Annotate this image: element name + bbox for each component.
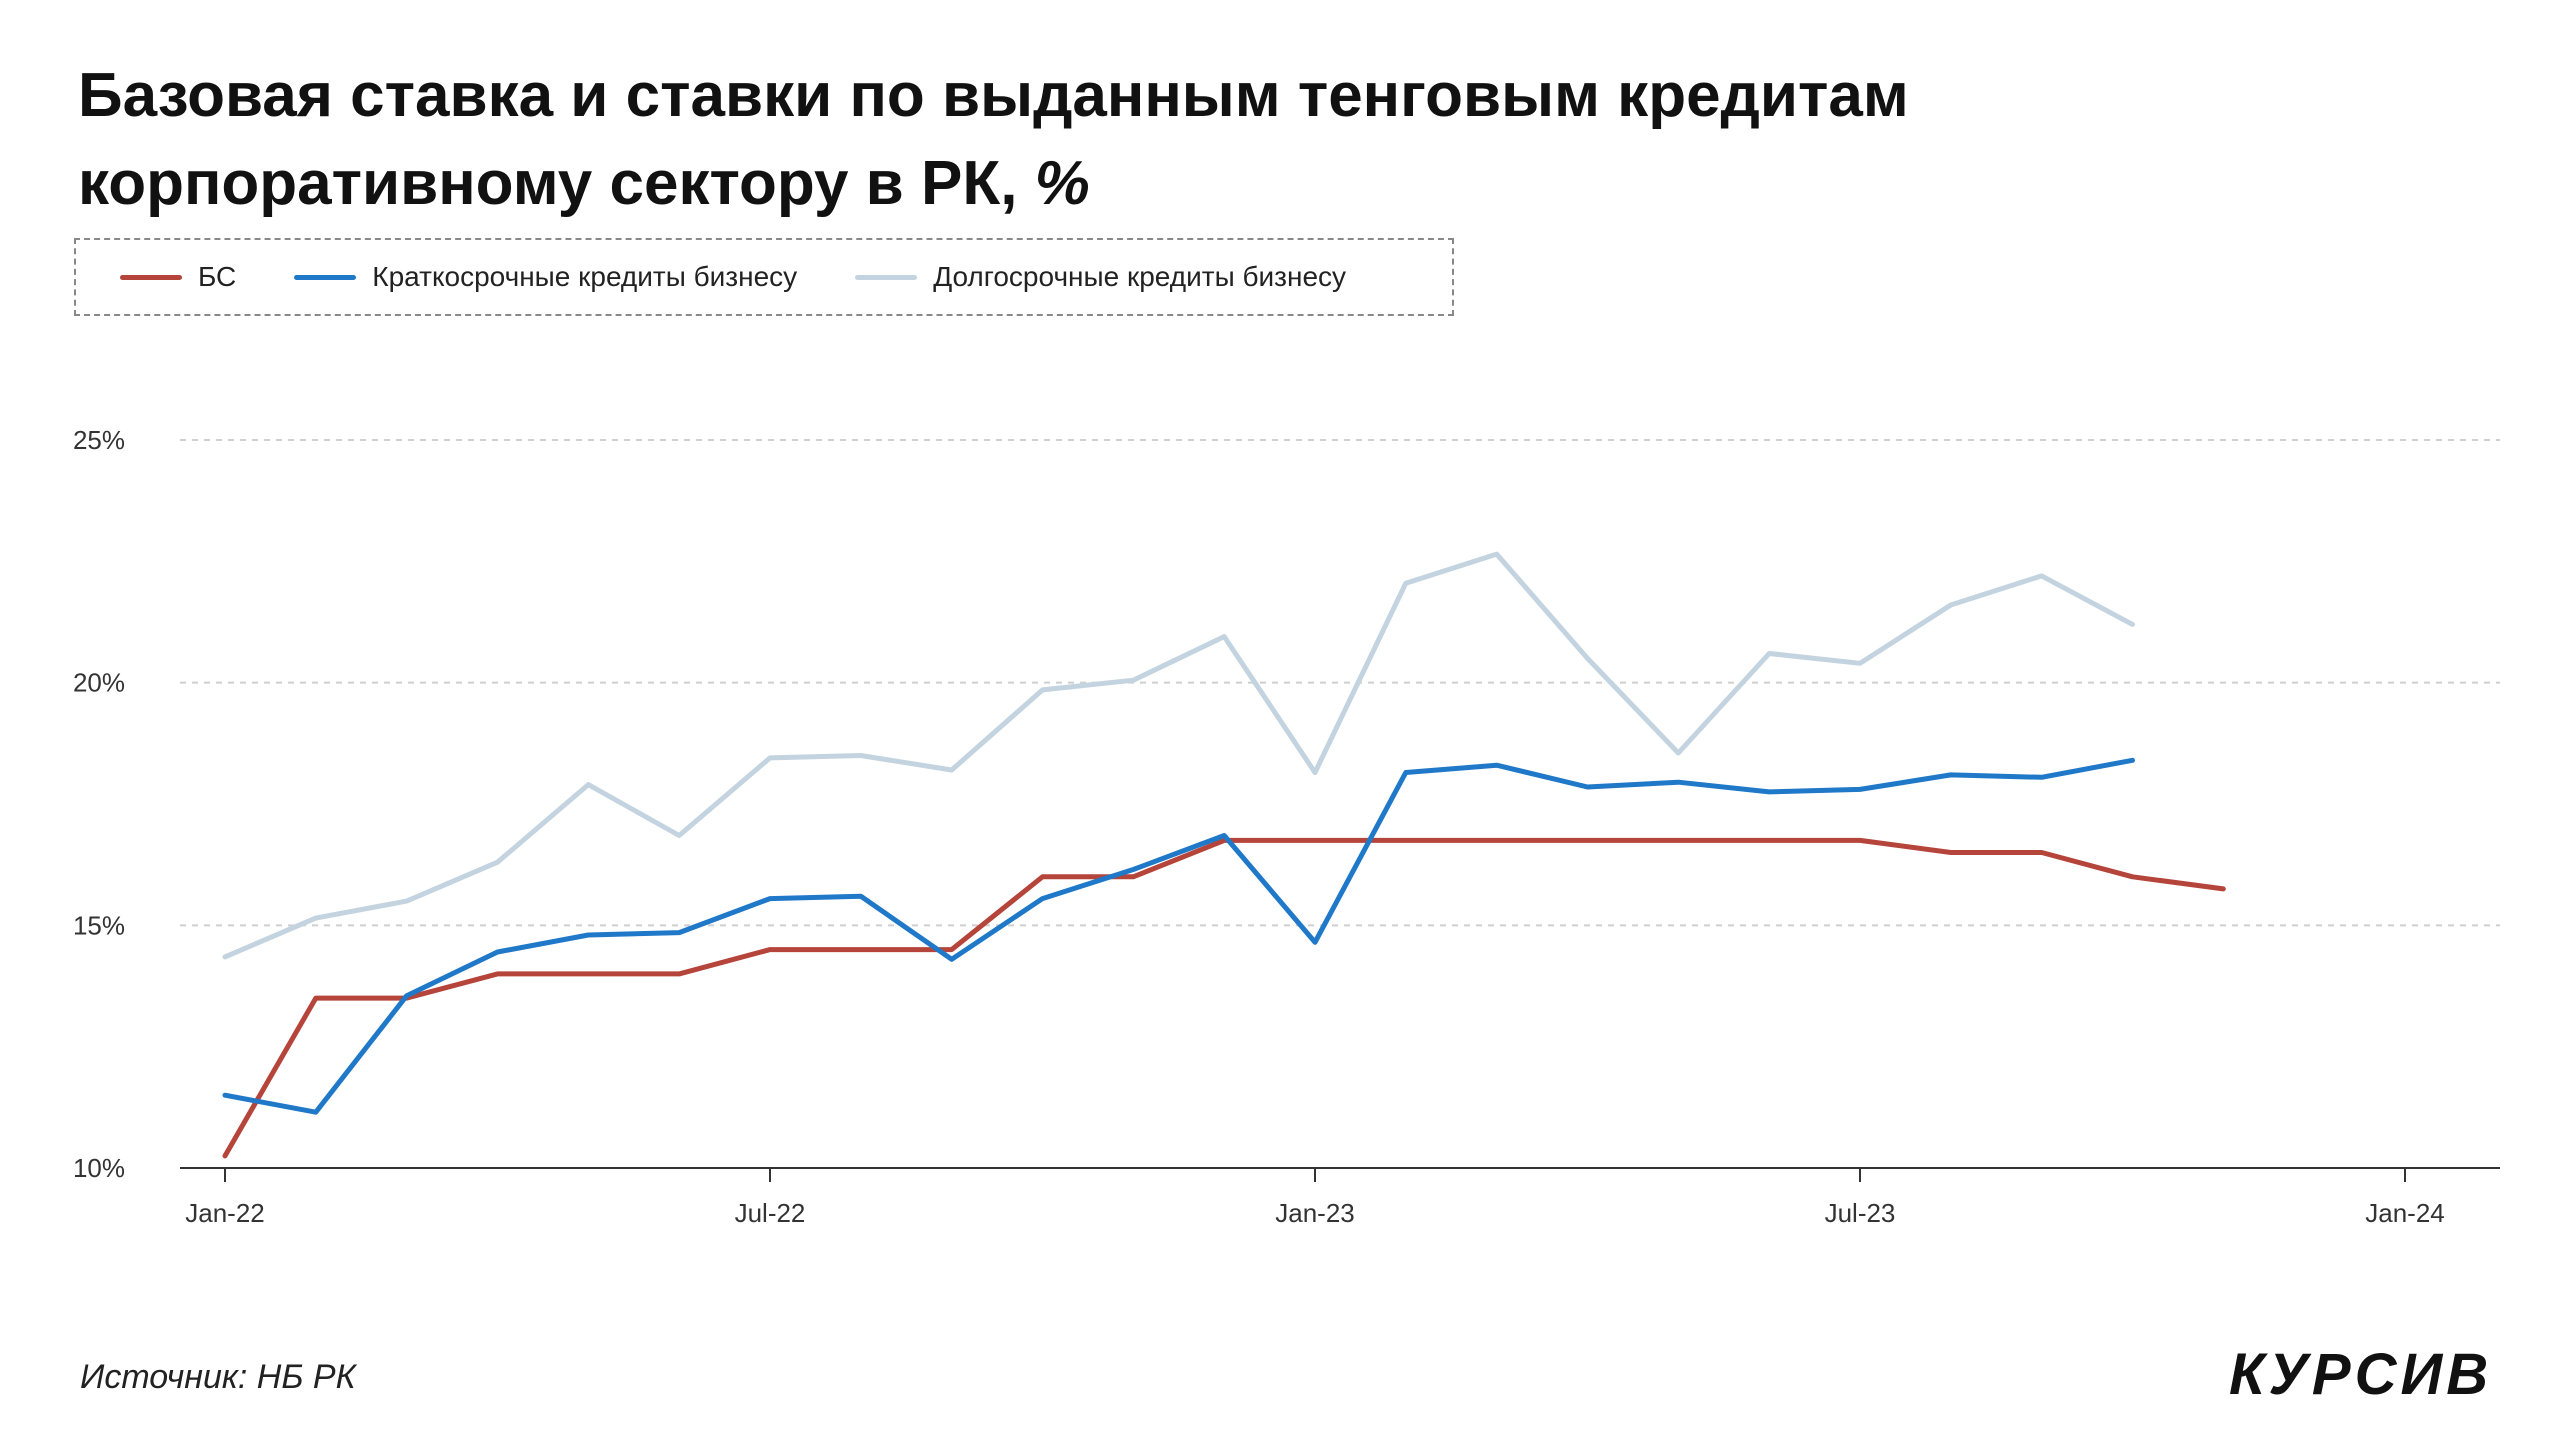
logo-text: КУРСИВ — [2229, 1342, 2492, 1402]
title-line-2: корпоративному сектору в РК, % — [78, 140, 2378, 228]
x-tick-label: Jan-22 — [185, 1198, 265, 1228]
x-tick-label: Jan-24 — [2365, 1198, 2445, 1228]
title-line-2-text: корпоративному сектору в РК, — [78, 149, 1018, 218]
legend-swatch — [294, 274, 357, 280]
chart-title: Базовая ставка и ставки по выданным тенг… — [78, 52, 2378, 228]
series-line-2 — [222, 757, 2135, 1115]
kursiv-logo: КУРСИВ — [2229, 1342, 2492, 1402]
legend-label: Краткосрочные кредиты бизнесу — [372, 261, 798, 292]
legend-swatch — [120, 274, 182, 280]
y-tick-label: 20% — [73, 668, 125, 698]
legend-item-2: Краткосрочные кредиты бизнесу — [294, 261, 797, 293]
series-lines — [222, 551, 2226, 1159]
legend-label: БС — [198, 261, 237, 292]
x-tick-label: Jan-23 — [1275, 1198, 1355, 1228]
y-tick-label: 25% — [73, 425, 125, 455]
y-tick-label: 10% — [73, 1153, 125, 1183]
chart-legend: БС Краткосрочные кредиты бизнесу Долгосроч… — [74, 238, 1454, 316]
x-tick-label: Jul-23 — [1825, 1198, 1896, 1228]
y-tick-label: 15% — [73, 910, 125, 940]
title-line-1: Базовая ставка и ставки по выданным тенг… — [78, 61, 1909, 130]
grid-lines — [180, 439, 2500, 927]
title-unit: % — [1034, 149, 1090, 218]
source-note: Источник: НБ РК — [80, 1358, 356, 1396]
legend-item-3: Долгосрочные кредиты бизнесу — [855, 261, 1346, 293]
x-tick-label: Jul-22 — [735, 1198, 806, 1228]
y-axis-ticks: 10% 15% 20% 25% — [73, 425, 125, 1183]
series-line-1 — [222, 837, 2226, 1159]
legend-label: Долгосрочные кредиты бизнесу — [933, 261, 1347, 292]
line-chart: 10%15%20%25% Jan-22 Jul-22 Jan-23 Jul-23 Jan… — [73, 425, 2500, 1228]
series-line-3 — [222, 551, 2135, 960]
legend-swatch — [855, 274, 918, 280]
legend-item-1: БС — [120, 261, 236, 293]
x-axis: Jan-22 Jul-22 Jan-23 Jul-23 Jan-24 — [180, 1167, 2500, 1228]
